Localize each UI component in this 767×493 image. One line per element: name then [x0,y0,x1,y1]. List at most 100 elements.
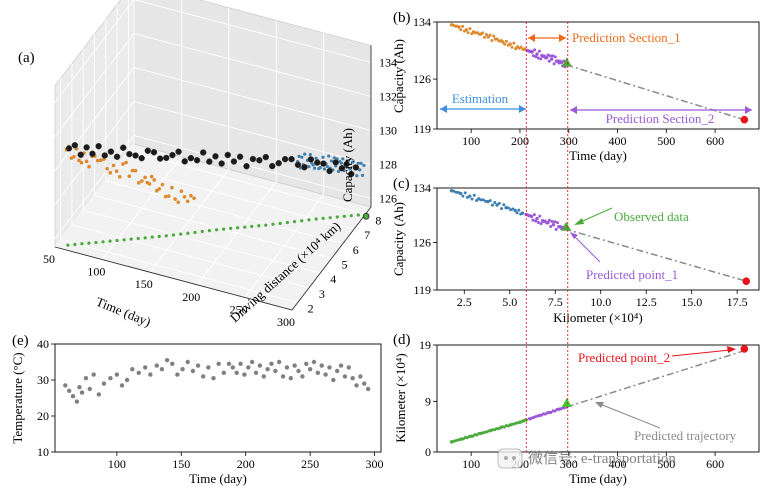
projection-distance-capacity-point [311,163,315,167]
panel-a-zlabel: Capacity (Ah) [340,128,355,202]
observed-3d-point [243,162,250,170]
temperature-point [246,365,251,370]
estimation-point [512,41,516,45]
panel-b-axes [436,21,760,130]
panel-a-xlabel: Time (day) [94,294,153,330]
estimation-point [503,42,507,46]
observed-3d-point [89,150,96,158]
prediction-point [539,222,543,226]
x-tick-label: 400 [609,134,627,148]
prediction-point [547,218,551,222]
observed-data-label: Observed data [614,209,689,224]
projection-distance-capacity-point [322,167,327,171]
temperature-point [130,367,135,372]
projection-time-distance-point [122,238,126,242]
prediction-point [535,216,539,221]
estimation-point [481,198,485,202]
prediction-point [545,55,549,60]
observed-3d-point [281,155,289,163]
projection-time-distance-point [243,225,247,229]
projection-time-capacity-point [95,158,100,163]
estimation-point [472,193,476,197]
projection-time-capacity-point [130,168,135,173]
panel-d-label: (d) [393,332,411,348]
estimation-point [510,45,514,49]
projection-time-distance-point [342,214,346,218]
x-tick-label: 100 [108,457,126,471]
temperature-point [265,367,270,372]
grid-line [54,0,135,248]
temperature-point [136,370,141,375]
prediction-point [531,218,535,222]
grid-line [54,0,372,103]
y-tick-label: 19 [419,338,431,352]
predicted-trajectory-line [566,349,745,408]
temperature-point [221,370,226,375]
grid-line [71,63,310,289]
estimation-point [492,34,496,38]
projection-time-distance-point [335,215,339,219]
projection-time-distance-point [150,235,154,239]
temperature-point [327,365,332,370]
projection-distance-capacity-point [339,161,343,165]
prediction-point [550,220,554,224]
observed-3d-point [301,163,308,171]
projection-time-capacity-point [154,188,159,193]
grid-line [54,32,372,137]
prediction-point [547,59,551,63]
projection-time-distance-point [87,241,91,245]
projection-time-capacity-point [108,170,113,175]
temperature-point [292,363,297,368]
observed-3d-point [288,155,295,163]
x-tick-label: 150 [135,277,153,291]
prediction-section-1-label: Prediction Section_1 [572,30,681,45]
estimation-point [464,28,468,32]
temperature-point [226,361,232,366]
prediction-point [531,54,535,58]
temperature-point [108,376,113,381]
observed-3d-point [332,159,339,166]
temperature-point [273,368,278,374]
projection-time-capacity-point [84,159,89,164]
panel-c: (c) 2.5 5.0 7.5 10.0 12.5 15.0 17.5 119 126 134 K… [391,176,760,325]
projection-distance-capacity-point [341,157,345,161]
grid-line [54,66,372,171]
y-tick-label: 134 [413,15,431,29]
panel-e: (e) 100 150 200 250 300 10 20 30 40 Time (day) T… [10,333,384,486]
y-tick-label: 119 [413,283,431,297]
predicted-point-2-arrow-head [727,346,736,353]
estimation-point [452,189,456,193]
temperature-point [319,363,324,368]
observed-point-marker [561,221,572,231]
observed-point-marker [561,57,572,67]
estimation-point [500,207,504,211]
projection-time-distance-point [250,224,254,229]
temperature-point [350,376,355,381]
temperature-point [154,363,159,368]
prediction-point [539,57,543,61]
temperature-point [63,383,68,388]
panel-d-ylabel: Kilometer (×10⁴) [393,353,408,442]
temperature-point [307,367,313,372]
temperature-point [87,386,92,392]
prediction-point [546,53,550,57]
predicted-point-marker [740,345,749,353]
grid-line [244,32,325,298]
panel-c-annotations: Observed data Predicted point_1 [570,207,689,282]
temperature-point [175,372,180,377]
projection-time-capacity-point [166,194,171,198]
projection-time-capacity-point [189,193,193,198]
estimation-point [520,211,525,215]
grid-line [54,134,372,239]
panel-b-annotations: Estimation Prediction Section_1 Predicti… [440,30,752,126]
observed-3d-point [71,142,79,149]
observed-3d-point [138,154,145,162]
x-tick-label: 300 [366,457,384,471]
observed-3d-point [249,155,257,163]
predicted-trajectory-arrow [599,403,661,429]
prediction-point [549,410,553,414]
projection-time-distance-point [285,220,289,225]
wechat-icon-eye-right [512,456,516,460]
projection-time-capacity-point [114,169,119,173]
projection-time-capacity-point [140,179,144,183]
